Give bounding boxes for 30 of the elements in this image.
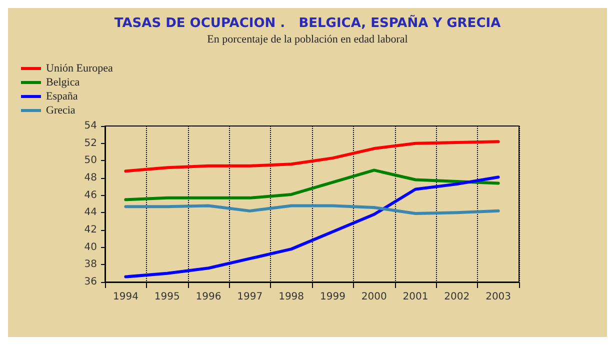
y-tick-label: 52 [84, 138, 97, 149]
legend-label: Grecia [46, 104, 76, 116]
x-tick-label: 2000 [361, 292, 387, 302]
x-tick-label: 1995 [154, 292, 180, 302]
y-tick-label: 44 [84, 207, 97, 218]
y-tick-label: 38 [84, 259, 97, 270]
x-tick-label: 1998 [278, 292, 304, 302]
y-tick-label: 46 [84, 190, 97, 201]
x-tick-label: 2001 [402, 292, 428, 302]
x-tick-label: 2003 [486, 292, 512, 302]
line-series [124, 168, 500, 202]
chart-title: TASAS DE OCUPACION . BELGICA, ESPAÑA Y GRECIA [114, 14, 501, 31]
line-series [124, 176, 500, 278]
y-tick-label: 42 [84, 224, 97, 236]
x-tick-label: 1997 [237, 292, 263, 302]
legend-label: Unión Europea [46, 62, 114, 74]
legend-label: España [46, 90, 78, 102]
y-tick-label: 54 [84, 120, 97, 132]
x-tick-label: 1996 [196, 292, 222, 302]
y-tick-label: 40 [84, 242, 97, 253]
legend-label: Belgica [46, 76, 80, 88]
x-tick-label: 1994 [112, 292, 138, 302]
y-tick-label: 36 [84, 276, 97, 288]
chart-subtitle: En porcentaje de la población en edad laboral [207, 34, 408, 46]
line-series [124, 204, 500, 216]
x-tick-label: 2002 [444, 292, 470, 302]
y-tick-label: 48 [84, 172, 97, 184]
x-tick-label: 1999 [320, 292, 346, 302]
line-series [124, 140, 500, 173]
y-tick-label: 50 [84, 155, 97, 166]
